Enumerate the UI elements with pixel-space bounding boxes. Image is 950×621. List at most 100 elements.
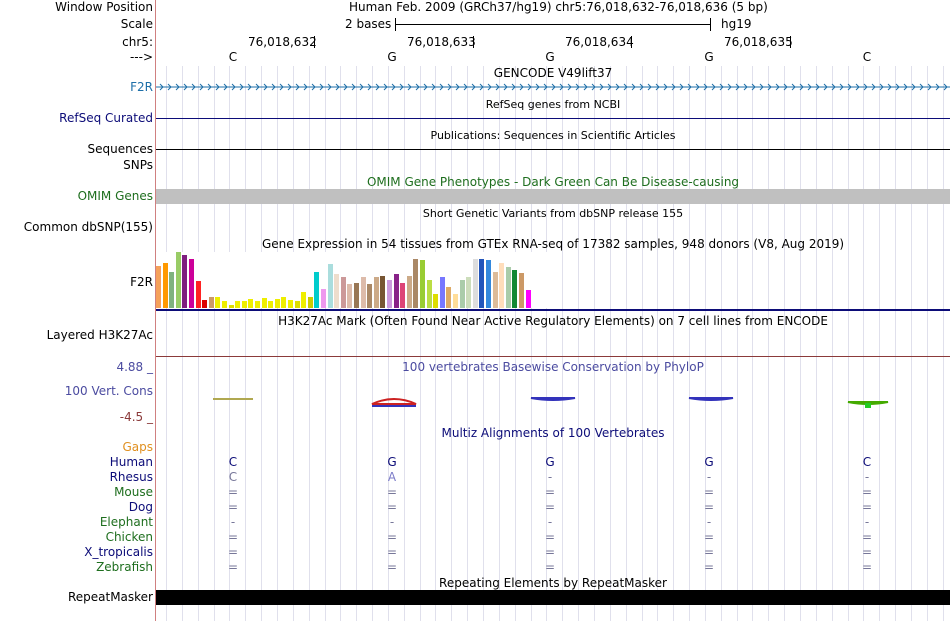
gtex-tissue-bar[interactable] [505,267,511,308]
repeatmasker-block[interactable] [156,590,950,605]
gtex-tissue-bar[interactable] [281,297,287,308]
gtex-tissue-bar[interactable] [426,280,432,308]
gtex-tissue-bars[interactable] [156,252,556,308]
window-position-label: Window Position [55,0,153,14]
gtex-tissue-bar[interactable] [248,299,254,308]
reference-base[interactable]: G [387,50,397,64]
gtex-tissue-bar[interactable] [175,252,181,308]
species-label[interactable]: X_tropicalis [84,545,153,559]
phylop-score-mark[interactable] [371,398,417,407]
strand-chevron [447,83,452,91]
species-label[interactable]: Rhesus [109,470,153,484]
gtex-tissue-bar[interactable] [393,274,399,308]
alignment-base: = [544,545,556,559]
gtex-tissue-bar[interactable] [446,287,452,308]
gtex-tissue-bar[interactable] [307,297,313,308]
gtex-tissue-bar[interactable] [215,297,221,308]
alignment-base: = [386,545,398,559]
gtex-tissue-bar[interactable] [439,277,445,308]
gtex-tissue-bar[interactable] [472,259,478,308]
gtex-tissue-bar[interactable] [202,300,208,308]
reference-base[interactable]: G [545,50,555,64]
phylop-score-mark[interactable] [847,401,889,408]
gtex-tissue-bar[interactable] [380,276,386,308]
gtex-tissue-bar[interactable] [334,274,340,308]
gtex-tissue-bar[interactable] [321,289,326,308]
species-label[interactable]: Dog [128,500,153,514]
strand-chevron [431,83,436,91]
gtex-tissue-bar[interactable] [162,263,168,308]
gtex-tissue-bar[interactable] [327,264,333,308]
gtex-tissue-bar[interactable] [400,283,406,308]
refseq-label[interactable]: RefSeq Curated [59,111,153,125]
strand-chevron [855,83,860,91]
gtex-tissue-bar[interactable] [340,277,346,308]
gtex-tissue-bar[interactable] [512,270,518,308]
gtex-tissue-bar[interactable] [195,281,201,308]
gtex-tissue-bar[interactable] [499,263,505,308]
repeatmasker-label[interactable]: RepeatMasker [67,590,153,604]
gencode-gene-f2r[interactable] [156,80,950,94]
gtex-tissue-bar[interactable] [274,299,280,308]
publications-label[interactable]: Sequences [87,142,153,156]
gtex-tissue-bar[interactable] [413,259,419,308]
gtex-tissue-bar[interactable] [373,277,379,308]
gencode-gene-label[interactable]: F2R [130,80,153,94]
gtex-tissue-bar[interactable] [486,260,491,308]
gtex-tissue-bar[interactable] [208,297,214,308]
gtex-tissue-bar[interactable] [492,272,498,308]
gtex-label[interactable]: F2R [130,275,153,289]
gtex-tissue-bar[interactable] [479,259,485,308]
gtex-tissue-bar[interactable] [268,301,274,308]
strand-chevron [191,83,196,91]
gtex-tissue-bar[interactable] [459,280,465,308]
gtex-tissue-bar[interactable] [314,272,320,308]
species-label[interactable]: Mouse [114,485,153,499]
gtex-tissue-bar[interactable] [182,255,188,308]
gtex-tissue-bar[interactable] [354,283,359,308]
omim-label[interactable]: OMIM Genes [77,189,153,203]
gtex-tissue-bar[interactable] [406,276,412,308]
reference-base[interactable]: G [704,50,714,64]
gtex-tissue-bar[interactable] [301,292,307,308]
phylop-label[interactable]: 100 Vert. Cons [64,384,153,398]
publications-line[interactable] [156,149,950,150]
species-label[interactable]: Elephant [99,515,153,529]
multiz-gaps-label[interactable]: Gaps [122,440,153,454]
gtex-tissue-bar[interactable] [235,301,241,308]
gtex-tissue-bar[interactable] [189,259,194,308]
gtex-tissue-bar[interactable] [453,294,458,308]
gtex-tissue-bar[interactable] [294,301,300,308]
phylop-signal[interactable] [156,390,950,412]
species-label[interactable]: Chicken [105,530,153,544]
species-label[interactable]: Human [109,455,153,469]
window-position-value[interactable]: Human Feb. 2009 (GRCh37/hg19) chr5:76,01… [349,0,768,14]
gtex-tissue-bar[interactable] [255,301,260,308]
h3k27ac-label[interactable]: Layered H3K27Ac [46,328,153,342]
gtex-tissue-bar[interactable] [228,305,234,308]
omim-gene-bar[interactable] [156,189,950,204]
snps-label[interactable]: SNPs [123,158,153,172]
gtex-tissue-bar[interactable] [261,298,267,308]
gtex-tissue-bar[interactable] [156,266,161,308]
reference-base[interactable]: C [862,50,872,64]
gtex-tissue-bar[interactable] [241,301,247,308]
gtex-tissue-bar[interactable] [169,272,175,308]
gtex-tissue-bar[interactable] [519,273,524,308]
refseq-gene-line[interactable] [156,118,950,119]
gtex-tissue-bar[interactable] [466,277,472,308]
dbsnp-label[interactable]: Common dbSNP(155) [23,220,153,234]
gtex-tissue-bar[interactable] [420,260,425,308]
gtex-tissue-bar[interactable] [222,301,227,308]
gtex-tissue-bar[interactable] [288,300,293,308]
reference-base[interactable]: C [228,50,238,64]
phylop-score-mark[interactable] [530,397,576,401]
gtex-tissue-bar[interactable] [387,280,392,308]
gtex-tissue-bar[interactable] [347,284,353,308]
gtex-tissue-bar[interactable] [360,277,366,308]
gtex-tissue-bar[interactable] [367,284,373,308]
phylop-score-mark[interactable] [688,397,734,401]
species-label[interactable]: Zebrafish [96,560,153,574]
gtex-tissue-bar[interactable] [525,290,531,308]
gtex-tissue-bar[interactable] [433,294,439,308]
